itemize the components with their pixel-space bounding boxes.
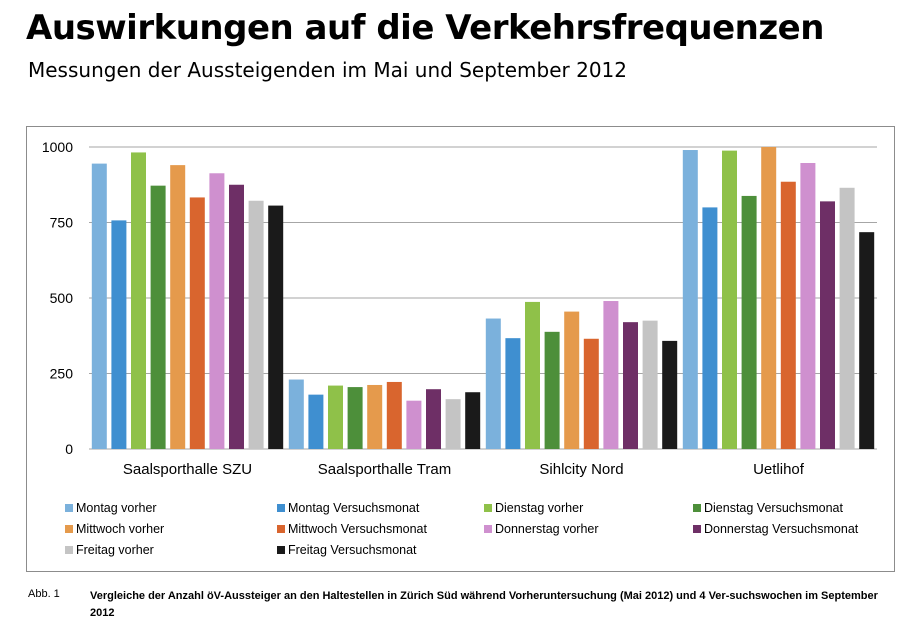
bar: [465, 392, 481, 449]
legend-swatch: [277, 546, 285, 554]
chart-frame: 0 250 500 750 1000 Saalsporthalle SZU Saalspor…: [26, 126, 895, 572]
legend-swatch: [693, 504, 701, 512]
bar: [603, 301, 619, 449]
y-tick-label: 250: [50, 366, 74, 382]
bar: [308, 394, 324, 449]
bar: [544, 331, 560, 449]
bar: [268, 205, 284, 449]
bar: [525, 301, 540, 449]
legend-swatch: [65, 525, 73, 533]
bar: [682, 150, 698, 449]
bar: [564, 311, 580, 449]
bar-chart: 0 250 500 750 1000 Saalsporthalle SZU Saalspor…: [42, 139, 877, 557]
bar: [662, 340, 678, 449]
y-tick-label: 500: [50, 290, 74, 306]
bar: [170, 165, 186, 449]
legend-label: Montag vorher: [76, 501, 157, 515]
bar: [189, 197, 205, 449]
bar: [288, 379, 304, 449]
bar: [800, 163, 816, 450]
bar: [505, 338, 521, 449]
legend-label: Donnerstag Versuchsmonat: [704, 522, 859, 536]
x-category-label: Uetlihof: [753, 461, 805, 478]
bar: [485, 318, 501, 449]
legend-label: Montag Versuchsmonat: [288, 501, 420, 515]
bar: [111, 220, 127, 449]
bar: [583, 338, 599, 449]
page-subtitle: Messungen der Aussteigenden im Mai und S…: [28, 58, 628, 82]
bar: [820, 201, 835, 449]
legend-swatch: [484, 504, 492, 512]
bar: [741, 195, 757, 449]
bar: [445, 399, 461, 449]
bar: [406, 400, 422, 449]
y-tick-label: 750: [50, 215, 74, 231]
bar: [229, 184, 244, 449]
y-tick-label: 1000: [42, 139, 73, 155]
bar: [859, 232, 875, 449]
x-category-label: Saalsporthalle Tram: [318, 461, 451, 478]
bar: [328, 385, 343, 449]
legend-swatch: [65, 504, 73, 512]
bar: [150, 185, 166, 449]
legend-label: Mittwoch Versuchsmonat: [288, 522, 427, 536]
y-tick-label: 0: [65, 441, 73, 457]
legend-label: Mittwoch vorher: [76, 522, 164, 536]
x-category-label: Saalsporthalle SZU: [123, 461, 252, 478]
bar: [248, 200, 264, 449]
legend-label: Donnerstag vorher: [495, 522, 599, 536]
bar: [426, 389, 441, 449]
legend-label: Freitag Versuchsmonat: [288, 543, 417, 557]
bar: [642, 320, 658, 449]
bar: [91, 163, 107, 450]
caption-text: Vergleiche der Anzahl öV-Aussteiger an d…: [90, 590, 878, 619]
bar: [839, 187, 855, 449]
legend-swatch: [277, 525, 285, 533]
bar: [702, 207, 718, 449]
legend-label: Dienstag vorher: [495, 501, 583, 515]
caption-label: Abb. 1: [28, 588, 60, 600]
legend-swatch: [277, 504, 285, 512]
legend-label: Dienstag Versuchsmonat: [704, 501, 843, 515]
page-title: Auswirkungen auf die Verkehrsfrequenzen: [26, 8, 824, 48]
bar: [347, 387, 363, 449]
legend-swatch: [484, 525, 492, 533]
legend-swatch: [65, 546, 73, 554]
bar: [131, 152, 146, 449]
bar: [722, 150, 737, 449]
bar: [209, 173, 225, 450]
bar: [386, 381, 402, 449]
bar: [761, 147, 777, 449]
legend-swatch: [693, 525, 701, 533]
legend-label: Freitag vorher: [76, 543, 154, 557]
x-category-label: Sihlcity Nord: [539, 461, 623, 478]
bar: [780, 181, 796, 450]
bar: [367, 384, 383, 449]
bar: [623, 322, 638, 449]
